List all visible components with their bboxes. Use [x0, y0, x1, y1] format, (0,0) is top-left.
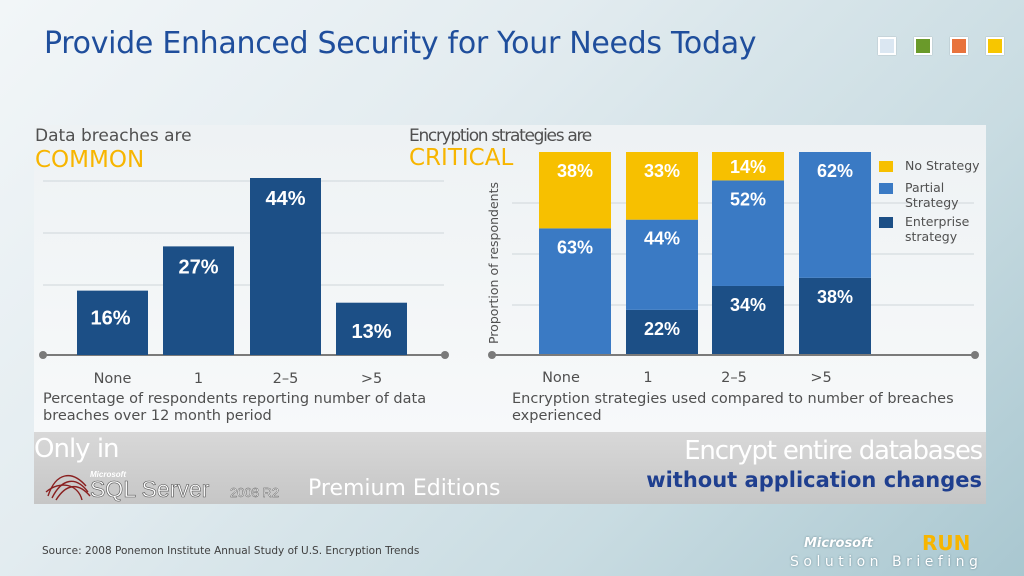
right-caption-line1: Encryption strategies used compared to n…: [512, 391, 954, 407]
stack-value-label: 38%: [817, 287, 853, 307]
run-label: RUN: [922, 531, 971, 555]
sql-server-mark-icon: [45, 475, 91, 501]
stack-value-label: 33%: [644, 161, 680, 181]
stack-no-strategy-1: [626, 152, 698, 220]
charts-panel: Data breaches are COMMON Encryption stra…: [34, 125, 986, 432]
stack-enterprise-strategy-2: [712, 285, 784, 355]
swatch-yellow: [986, 37, 1004, 55]
x-tick-label: >5: [810, 370, 831, 386]
stack-partial-strategy-1: [626, 219, 698, 310]
right-caption-line2: experienced: [512, 408, 602, 424]
premium-editions-label: Premium Editions: [308, 476, 501, 501]
legend-label: Enterprise strategy: [905, 214, 970, 244]
swatch-orange: [950, 37, 968, 55]
legend-swatch: [879, 161, 893, 172]
sql-version-text: 2008 R2: [230, 485, 279, 500]
bar-3: [336, 302, 407, 355]
solution-briefing-label: Solution Briefing: [790, 554, 983, 570]
bar-value-label: 27%: [178, 256, 218, 278]
stack-value-label: 62%: [817, 161, 853, 181]
axis-end-dot: [488, 351, 496, 359]
x-tick-label: None: [94, 371, 132, 387]
slide-title: Provide Enhanced Security for Your Needs…: [44, 26, 757, 61]
left-heading-strong: COMMON: [35, 147, 145, 173]
bar-value-label: 13%: [351, 321, 391, 343]
encryption-stacked-chart: 63% 38% None 22% 44% 33% 1 34% 52% 14% 2–5 38% 62% >5…: [486, 152, 980, 386]
left-caption-line2: breaches over 12 month period: [43, 408, 272, 424]
breaches-bar-chart: 16% None 27% 1 44% 2–5 13% >5: [39, 178, 449, 387]
sql-server-banner: Only in Microsoft SQL Server 2008 R2 Pre…: [34, 432, 986, 504]
encrypt-subline: without application changes: [646, 468, 982, 492]
legend-swatch: [879, 183, 893, 194]
stack-no-strategy-2: [712, 152, 784, 181]
sql-product-text: SQL Server: [90, 476, 210, 502]
color-swatches: [878, 37, 1004, 55]
axis-end-dot: [971, 351, 979, 359]
stack-value-label: 34%: [730, 295, 766, 315]
stack-partial-strategy-2: [712, 180, 784, 286]
left-caption: Percentage of respondents reporting numb…: [43, 391, 426, 425]
stack-value-label: 38%: [557, 161, 593, 181]
axis-end-dot: [39, 351, 47, 359]
y-axis-label: Proportion of respondents: [486, 182, 501, 344]
encrypt-headline: Encrypt entire databases: [684, 436, 983, 466]
legend-label: No Strategy: [905, 158, 980, 173]
legend-swatch: [879, 217, 893, 228]
bar-value-label: 44%: [265, 188, 305, 210]
right-caption: Encryption strategies used compared to n…: [512, 391, 954, 425]
x-tick-label: 2–5: [721, 370, 747, 386]
legend-label: Partial Strategy: [905, 180, 959, 210]
microsoft-logo: Microsoft: [804, 536, 873, 551]
x-tick-label: 1: [643, 370, 652, 386]
stack-value-label: 44%: [644, 229, 680, 249]
x-tick-label: 1: [194, 371, 203, 387]
x-tick-label: None: [542, 370, 580, 386]
stack-value-label: 52%: [730, 189, 766, 209]
bar-1: [163, 246, 234, 355]
left-heading: Data breaches are: [35, 126, 192, 146]
stack-value-label: 14%: [730, 157, 766, 177]
axis-end-dot: [441, 351, 449, 359]
bar-2: [250, 178, 321, 355]
sql-server-logo: Microsoft SQL Server 2008 R2: [45, 470, 279, 502]
stack-enterprise-strategy-3: [799, 277, 871, 355]
stack-value-label: 63%: [557, 237, 593, 257]
swatch-light-blue: [878, 37, 896, 55]
sql-brand-text: Microsoft: [90, 470, 126, 479]
bar-value-label: 16%: [90, 308, 130, 330]
source-note: Source: 2008 Ponemon Institute Annual St…: [42, 545, 420, 557]
left-caption-line1: Percentage of respondents reporting numb…: [43, 391, 427, 407]
x-tick-label: >5: [361, 371, 382, 387]
stack-no-strategy-0: [539, 152, 611, 229]
stack-partial-strategy-3: [799, 152, 871, 278]
stack-enterprise-strategy-1: [626, 309, 698, 355]
stack-partial-strategy-0: [539, 228, 611, 355]
only-in-label: Only in: [34, 434, 120, 464]
swatch-green: [914, 37, 932, 55]
right-heading-strong: CRITICAL: [409, 145, 514, 171]
right-heading: Encryption strategies are: [409, 126, 592, 146]
x-tick-label: 2–5: [273, 371, 299, 387]
stack-value-label: 22%: [644, 319, 680, 339]
bar-0: [77, 290, 148, 355]
